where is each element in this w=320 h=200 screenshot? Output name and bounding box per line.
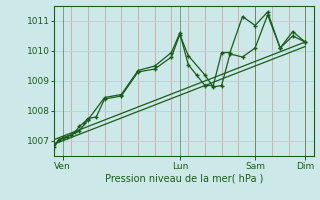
X-axis label: Pression niveau de la mer( hPa ): Pression niveau de la mer( hPa ) xyxy=(105,173,263,183)
